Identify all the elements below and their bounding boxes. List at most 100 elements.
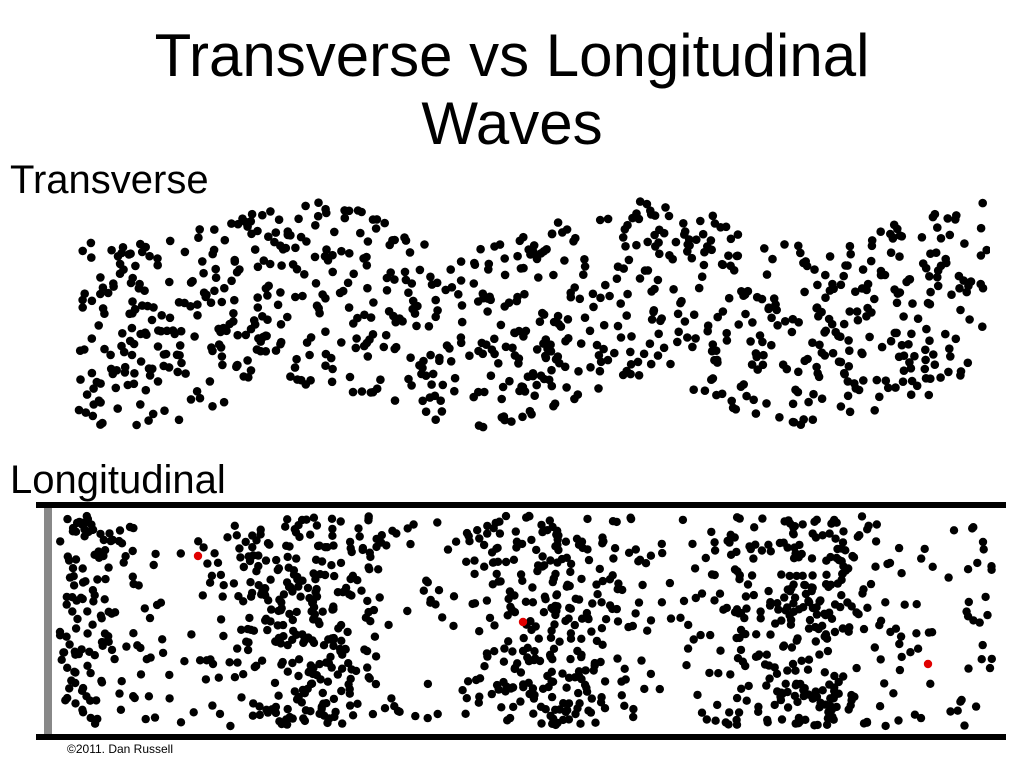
transverse-particle (428, 369, 438, 379)
transverse-particle (477, 338, 487, 348)
longitudinal-particle (563, 580, 572, 589)
longitudinal-particle (789, 530, 798, 539)
transverse-particle (94, 321, 103, 330)
transverse-particle (344, 303, 354, 312)
transverse-particle (314, 304, 323, 313)
transverse-particle (144, 364, 154, 373)
longitudinal-particle (690, 564, 700, 573)
transverse-particle (688, 342, 697, 352)
longitudinal-particle (283, 515, 292, 524)
transverse-particle (542, 245, 551, 254)
longitudinal-particle (812, 610, 822, 619)
transverse-particle (926, 287, 935, 297)
transverse-particle (216, 343, 226, 352)
longitudinal-particle (598, 576, 607, 586)
longitudinal-particle (770, 700, 779, 710)
longitudinal-particle (309, 615, 318, 624)
longitudinal-particle (115, 526, 125, 535)
longitudinal-particle (219, 631, 228, 641)
transverse-particle (595, 215, 605, 225)
longitudinal-particle (577, 652, 586, 662)
transverse-particle (960, 239, 969, 248)
transverse-particle (404, 374, 413, 384)
transverse-particle (782, 364, 792, 374)
longitudinal-particle (969, 523, 978, 532)
longitudinal-particle (100, 629, 110, 638)
longitudinal-particle (751, 540, 760, 549)
longitudinal-particle (330, 712, 339, 722)
longitudinal-particle (189, 708, 198, 717)
transverse-particle (431, 312, 441, 322)
longitudinal-particle (777, 715, 787, 724)
transverse-particle (277, 261, 286, 270)
transverse-particle (263, 315, 272, 324)
transverse-particle (780, 317, 790, 326)
longitudinal-particle (403, 524, 412, 533)
transverse-particle (120, 362, 130, 372)
longitudinal-particle (187, 630, 196, 639)
transverse-particle (599, 320, 609, 330)
transverse-particle (976, 223, 986, 233)
longitudinal-particle (629, 704, 638, 714)
longitudinal-particle (90, 591, 99, 600)
longitudinal-particle (62, 632, 71, 641)
transverse-particle (330, 227, 339, 237)
longitudinal-particle (176, 549, 185, 558)
longitudinal-particle (480, 662, 489, 671)
transverse-particle (718, 307, 728, 316)
longitudinal-particle (926, 679, 935, 688)
longitudinal-particle (83, 661, 92, 670)
longitudinal-particle (558, 669, 567, 678)
longitudinal-particle (701, 553, 710, 563)
longitudinal-particle (657, 539, 666, 549)
transverse-particle (834, 331, 843, 341)
transverse-particle (125, 309, 134, 319)
transverse-particle (588, 289, 598, 299)
transverse-particle (554, 319, 563, 329)
transverse-particle (865, 332, 874, 342)
longitudinal-particle (275, 717, 284, 726)
transverse-particle (233, 330, 242, 340)
transverse-particle (886, 248, 896, 257)
longitudinal-particle (213, 558, 223, 567)
longitudinal-particle (612, 604, 621, 614)
longitudinal-particle (875, 621, 884, 630)
longitudinal-particle (772, 669, 782, 678)
longitudinal-particle (223, 533, 232, 542)
longitudinal-particle (684, 620, 693, 630)
longitudinal-particle (323, 718, 332, 728)
transverse-particle (563, 315, 573, 324)
longitudinal-particle (638, 580, 647, 590)
transverse-particle (415, 265, 425, 275)
transverse-particle (108, 369, 118, 379)
longitudinal-particle (605, 601, 615, 610)
longitudinal-particle (537, 520, 546, 530)
longitudinal-particle (306, 530, 315, 539)
longitudinal-particle (824, 582, 833, 592)
longitudinal-particle (294, 671, 303, 681)
transverse-particle (474, 346, 483, 356)
longitudinal-particle (618, 585, 627, 595)
transverse-particle (118, 329, 127, 338)
longitudinal-particle (134, 581, 143, 590)
longitudinal-particle (63, 514, 72, 524)
longitudinal-particle (208, 659, 218, 669)
transverse-particle (978, 322, 987, 331)
longitudinal-particle (297, 515, 307, 525)
longitudinal-particle (116, 705, 126, 714)
transverse-particle (432, 278, 442, 288)
longitudinal-particle (631, 545, 640, 554)
longitudinal-particle (136, 643, 145, 653)
transverse-particle (881, 376, 891, 385)
longitudinal-particle (194, 537, 203, 546)
longitudinal-particle (101, 574, 110, 584)
longitudinal-particle (285, 609, 294, 619)
longitudinal-particle (281, 522, 290, 531)
longitudinal-particle (894, 716, 903, 725)
transverse-particle (917, 233, 927, 242)
transverse-particle (929, 350, 938, 359)
transverse-particle (892, 328, 901, 338)
transverse-particle (594, 384, 603, 393)
transverse-particle (821, 293, 830, 302)
longitudinal-particle (803, 665, 813, 674)
